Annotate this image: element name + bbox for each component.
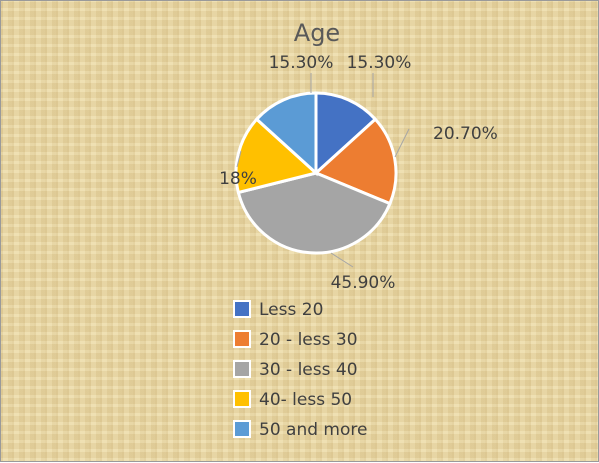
legend-label: 40- less 50: [259, 390, 352, 410]
legend-swatch: [233, 360, 251, 378]
legend-label: Less 20: [259, 300, 323, 320]
data-label: 20.70%: [433, 124, 498, 144]
legend-label: 50 and more: [259, 420, 367, 440]
data-label: 15.30%: [269, 53, 334, 73]
legend-swatch: [233, 330, 251, 348]
leader-line: [330, 252, 354, 268]
pie-slice: [313, 117, 398, 206]
pie-slice: [234, 117, 320, 195]
leader-line: [394, 128, 410, 158]
leader-line: [236, 150, 242, 168]
legend-swatch: [233, 300, 251, 318]
data-label: 45.90%: [331, 273, 396, 293]
legend-label: 30 - less 40: [259, 360, 358, 380]
data-label: 15.30%: [347, 53, 412, 73]
legend-swatch: [233, 420, 251, 438]
legend-label: 20 - less 30: [259, 330, 358, 350]
data-label: 18%: [219, 169, 257, 189]
pie-slice: [236, 171, 392, 255]
pie-slice: [254, 91, 318, 177]
chart-title: Age: [294, 19, 340, 47]
legend-swatch: [233, 390, 251, 408]
